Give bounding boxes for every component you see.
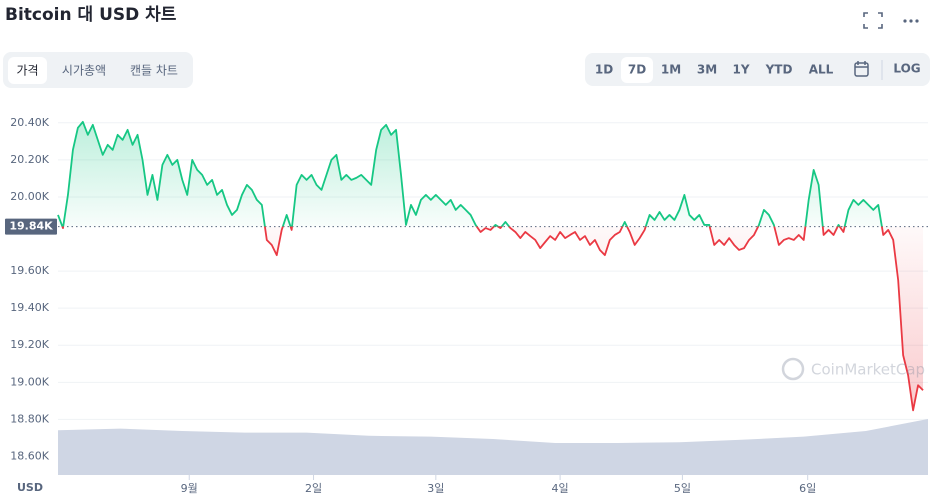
log-button[interactable]: LOG [893, 62, 920, 76]
chart-title: Bitcoin 대 USD 차트 [5, 5, 177, 25]
y-tick-label: 19.00K [10, 375, 49, 388]
dot [915, 19, 919, 23]
calendar-glyph [854, 62, 869, 77]
tab[interactable]: 가격 [16, 64, 38, 78]
baseline-badge [5, 218, 57, 235]
range-group [585, 53, 930, 86]
currency-label: USD [17, 481, 43, 494]
price-area [58, 121, 924, 411]
tab-active-bg [8, 57, 47, 84]
x-tick-label: 3일 [427, 481, 444, 495]
y-tick-label: 20.00K [10, 190, 49, 203]
y-tick-label: 20.20K [10, 153, 49, 166]
range-button[interactable]: 1M [661, 63, 681, 77]
calendar-glyph [855, 61, 868, 68]
x-tick-label: 5일 [674, 481, 691, 495]
price-line [57, 120, 924, 412]
range-active-bg [621, 57, 653, 83]
calendar-button[interactable] [854, 61, 869, 77]
watermark-logo [781, 357, 805, 381]
expand-icon[interactable] [863, 12, 883, 29]
tab[interactable]: 캔들 차트 [130, 64, 178, 78]
more-icon[interactable] [903, 19, 919, 23]
y-tick-label: 19.20K [10, 338, 49, 351]
tab-group [3, 52, 193, 88]
expand-glyph [863, 12, 883, 29]
x-tick-label: 2일 [305, 481, 322, 495]
volume-area [58, 419, 928, 475]
y-tick-label: 19.60K [10, 264, 49, 277]
watermark: CoinMarketCap [781, 357, 925, 381]
x-tick-label: 6일 [799, 481, 816, 495]
y-tick-label: 19.40K [10, 301, 49, 314]
y-tick-label: 20.40K [10, 116, 49, 129]
range-button[interactable]: 1Y [732, 63, 749, 77]
baseline-label: 19.84K [9, 220, 53, 233]
tab[interactable]: 시가총액 [62, 64, 106, 78]
range-button[interactable]: 3M [697, 63, 717, 77]
range-button[interactable]: YTD [765, 63, 793, 77]
dot [903, 19, 907, 23]
range-button[interactable]: 7D [628, 63, 646, 77]
y-tick-label: 18.60K [10, 449, 49, 462]
range-button[interactable]: 1D [595, 63, 613, 77]
y-tick-label: 18.80K [10, 412, 49, 425]
x-tick-label: 9월 [181, 482, 198, 495]
range-button[interactable]: ALL [809, 63, 834, 77]
watermark-text: CoinMarketCap [811, 361, 925, 379]
x-tick-label: 4일 [552, 481, 569, 495]
dot [909, 19, 913, 23]
